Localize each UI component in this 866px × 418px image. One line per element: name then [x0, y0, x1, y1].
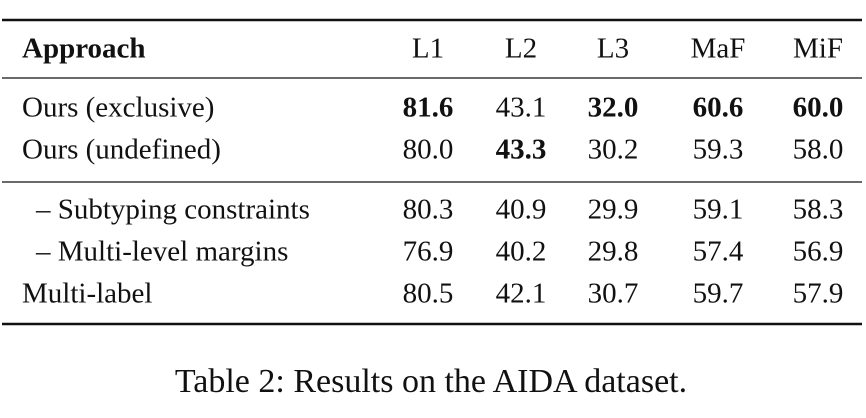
header-row: Approach L1 L2 L3 MaF MiF [22, 33, 843, 65]
cell: 40.2 [496, 236, 547, 268]
cell: – Multi-level margins [35, 236, 288, 268]
cell: 76.9 [403, 236, 454, 268]
cell: 43.1 [496, 92, 547, 124]
cell: 40.9 [496, 194, 547, 226]
caption: Table 2: Results on the AIDA dataset. [175, 363, 687, 400]
row: Multi-label 80.5 42.1 30.7 59.7 57.9 [22, 278, 843, 310]
cell: 57.9 [793, 278, 844, 310]
cell: 59.3 [693, 134, 744, 166]
header-cell: L3 [597, 33, 629, 65]
header-cell: Approach [22, 33, 146, 65]
cell: 30.7 [588, 278, 639, 310]
row: – Multi-level margins 76.9 40.2 29.8 57.… [35, 236, 843, 268]
cell: 80.0 [403, 134, 454, 166]
cell: 58.0 [793, 134, 844, 166]
cell: 57.4 [693, 236, 744, 268]
header-cell: L1 [412, 33, 444, 65]
cell: 30.2 [588, 134, 639, 166]
cell: 80.3 [403, 194, 454, 226]
cell: 60.6 [693, 92, 744, 124]
cell: 60.0 [793, 92, 844, 124]
cell: 59.1 [693, 194, 744, 226]
header-cell: L2 [505, 33, 537, 65]
cell: 58.3 [793, 194, 844, 226]
cell: Ours (exclusive) [22, 92, 214, 124]
cell: Multi-label [22, 278, 152, 310]
cell: 29.8 [588, 236, 639, 268]
cell: 81.6 [403, 92, 454, 124]
cell: 29.9 [588, 194, 639, 226]
cell: 32.0 [588, 92, 639, 124]
row: Ours (exclusive) 81.6 43.1 32.0 60.6 60.… [22, 92, 843, 124]
header-cell: MaF [691, 33, 746, 65]
cell: 59.7 [693, 278, 744, 310]
cell: Ours (undefined) [22, 134, 221, 166]
cell: 80.5 [403, 278, 454, 310]
cell: 42.1 [496, 278, 547, 310]
cell: – Subtyping constraints [35, 194, 310, 226]
header-cell: MiF [793, 33, 843, 65]
cell: 56.9 [793, 236, 844, 268]
row: Ours (undefined) 80.0 43.3 30.2 59.3 58.… [22, 134, 843, 166]
cell: 43.3 [496, 134, 547, 166]
row: – Subtyping constraints 80.3 40.9 29.9 5… [35, 194, 843, 226]
